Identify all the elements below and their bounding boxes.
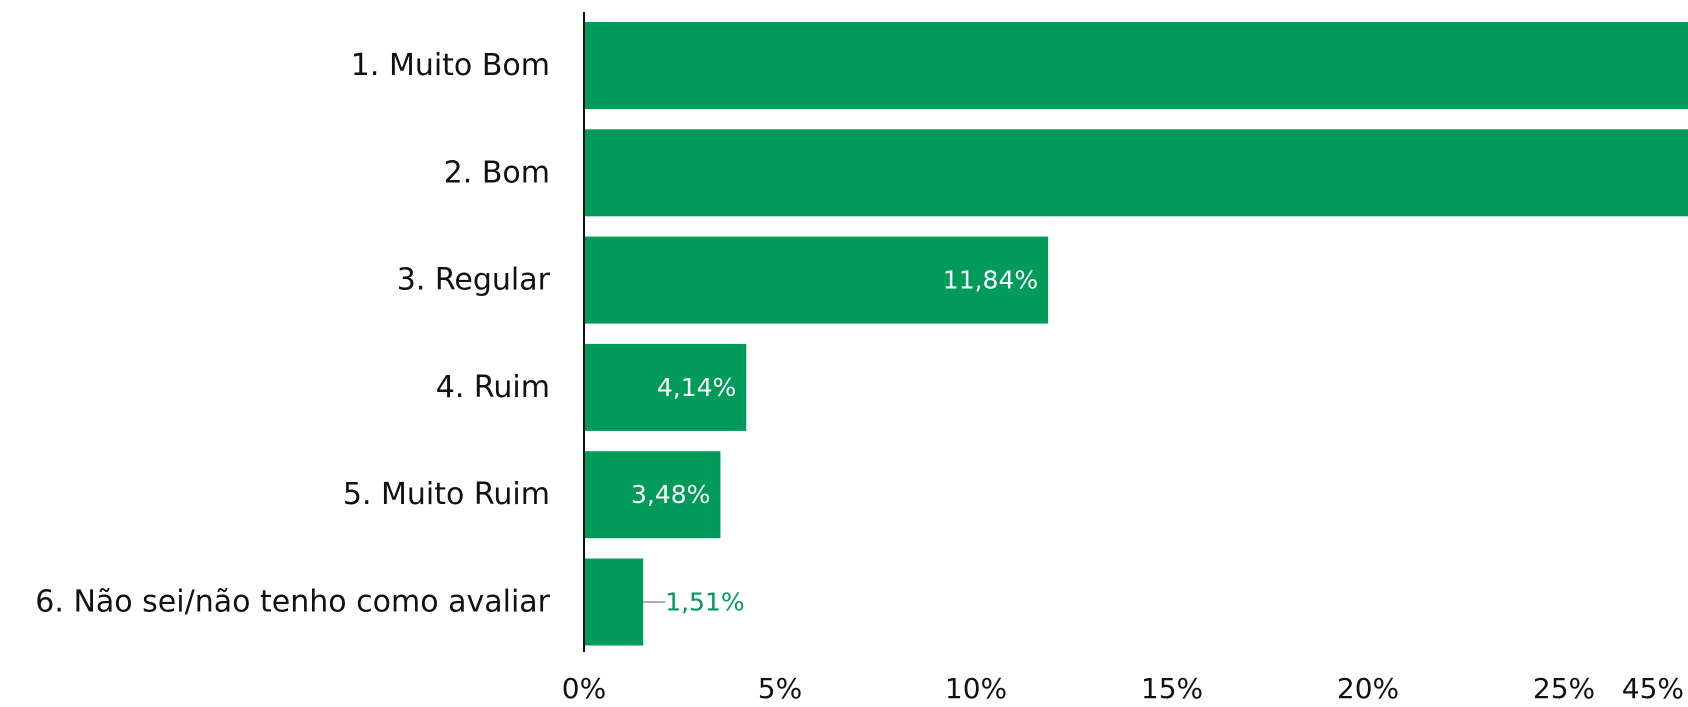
bar-4	[584, 343, 747, 431]
data-label-4: 4,14%	[657, 373, 736, 402]
category-label-4: 4. Ruim	[436, 370, 550, 405]
bar-2	[584, 129, 1688, 217]
bar-5	[584, 451, 721, 539]
category-label-1: 1. Muito Bom	[351, 48, 550, 83]
x-axis-ticks-group: 0%5%10%15%20%25%30%35%40%45%	[562, 672, 1684, 705]
data-label-3: 11,84%	[943, 266, 1038, 295]
category-label-5: 5. Muito Ruim	[343, 477, 550, 512]
data-label-5: 3,48%	[631, 480, 710, 509]
x-tick-label-0: 0%	[562, 672, 606, 705]
x-tick-label-10: 10%	[945, 672, 1007, 705]
category-label-6: 6. Não sei/não tenho como avaliar	[35, 585, 550, 620]
category-label-3: 3. Regular	[397, 263, 551, 298]
category-labels-group: 1. Muito Bom 2. Bom 3. Regular 4. Ruim 5. Mu…	[35, 48, 550, 620]
x-tick-label-25: 25%	[1533, 672, 1595, 705]
category-label-2: 2. Bom	[444, 155, 550, 190]
data-label-6: 1,51%	[665, 588, 744, 617]
x-tick-label-5: 5%	[758, 672, 802, 705]
x-tick-label-20: 20%	[1337, 672, 1399, 705]
bar-3	[584, 236, 1049, 324]
x-tick-label-45: 45%	[1622, 672, 1684, 705]
bars-group	[584, 22, 1688, 646]
x-tick-label-15: 15%	[1141, 672, 1203, 705]
bar-6	[584, 558, 644, 646]
bar-1	[584, 22, 1688, 109]
data-labels-group: 38,62%40,41%11,84%4,14%3,48%1,51%	[631, 266, 1038, 617]
